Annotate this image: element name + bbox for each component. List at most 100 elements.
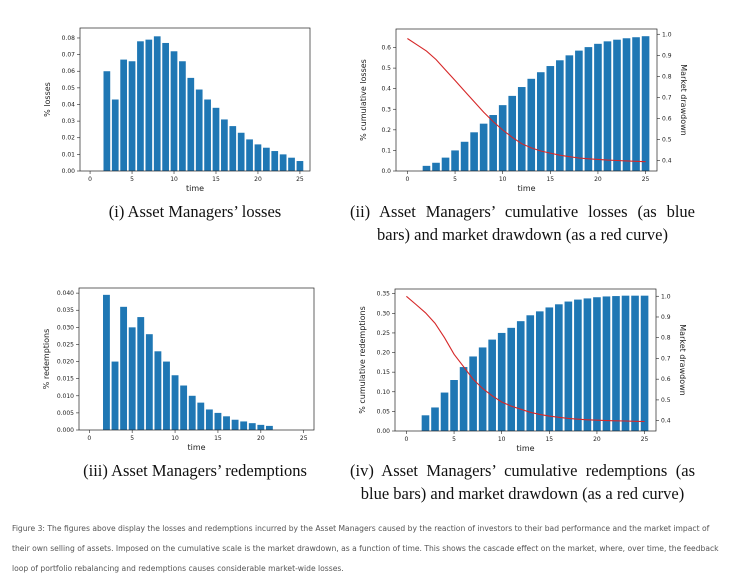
p4-bar — [421, 415, 430, 431]
p4-ytick-right-label: 0.5 — [661, 397, 671, 404]
p4-bar — [478, 347, 487, 431]
p2-bar — [451, 150, 459, 171]
p1-ytick-label: 0.01 — [62, 151, 76, 158]
p3-bar — [265, 425, 273, 430]
p2-ytick-label: 0.2 — [381, 127, 391, 134]
p4-bar — [555, 304, 563, 431]
p3-ylabel: % redemptions — [42, 329, 51, 390]
p4-bar — [459, 367, 468, 431]
p4-bar — [516, 321, 525, 431]
p3-bar — [180, 385, 188, 430]
p1-bar — [279, 154, 287, 171]
p2-bar — [594, 43, 602, 171]
p2-bar — [498, 105, 507, 171]
p2-ytick-label: 0.6 — [381, 45, 391, 52]
p1-ytick-label: 0.03 — [62, 118, 76, 125]
p2-ytick-label: 0.3 — [381, 106, 391, 113]
p4-drawdown-line — [406, 295, 645, 423]
p4-bar — [545, 307, 554, 431]
p3-bar — [171, 375, 179, 430]
p3-bar — [137, 317, 145, 430]
p4-xtick-label: 20 — [593, 436, 601, 443]
p4-bar — [621, 295, 630, 431]
p1-bar — [187, 77, 195, 171]
p4-ytick-right-label: 0.6 — [661, 376, 671, 383]
p4-bar — [583, 298, 592, 431]
p1-bar — [246, 139, 253, 171]
p2-xtick-label: 5 — [453, 176, 457, 183]
p3-xtick-label: 20 — [257, 435, 265, 442]
p2-ytick-label: 0.0 — [381, 168, 391, 175]
p3-ytick-label: 0.025 — [57, 341, 74, 348]
p4-ytick-label: 0.00 — [377, 428, 391, 435]
p4-ytick-label: 0.10 — [377, 389, 391, 396]
p2-bar — [575, 50, 583, 171]
p2-bar — [565, 55, 574, 172]
p4-ytick-label: 0.15 — [377, 369, 391, 376]
p1-xtick-label: 0 — [88, 176, 92, 183]
figure-caption: Figure 3: The figures above display the … — [12, 524, 719, 573]
caption-i: (i) Asset Managers’ losses — [108, 202, 282, 221]
p4-bar — [640, 295, 649, 431]
p2-xtick-label: 0 — [406, 176, 410, 183]
p3-bar — [154, 351, 162, 430]
p3-bar — [205, 409, 213, 430]
p2-bar — [422, 165, 431, 171]
p3-bar — [188, 395, 196, 430]
p4-bar — [612, 296, 620, 431]
p2-ylabel-right: Market drawdown — [679, 64, 688, 135]
p1-bar — [170, 51, 178, 171]
caption-iii: (iii) Asset Managers’ redemptions — [83, 461, 307, 480]
caption-iv: (iv) Asset Managers’ cumulative redempti… — [350, 461, 695, 503]
p3-bar — [223, 416, 230, 430]
p3-bar — [145, 334, 153, 430]
p1-bar — [111, 99, 119, 171]
p1-xtick-label: 20 — [254, 176, 262, 183]
p4-ytick-label: 0.05 — [377, 408, 391, 415]
p3-ytick-label: 0.040 — [57, 290, 74, 297]
p2-ytick-right-label: 0.5 — [662, 136, 672, 143]
p1-bar — [288, 157, 295, 171]
p1-bar — [204, 99, 211, 171]
p2-bar — [632, 37, 640, 171]
p4-bar — [488, 339, 496, 431]
p4-bar — [602, 296, 611, 431]
p3-bar — [163, 361, 170, 430]
p4-ytick-right-label: 0.4 — [661, 418, 671, 425]
p4-ytick-label: 0.30 — [377, 310, 391, 317]
p4-ytick-right-label: 0.7 — [661, 355, 671, 362]
p4-bar — [535, 311, 544, 431]
p3-xtick-label: 25 — [300, 435, 308, 442]
p3-bar — [128, 327, 136, 430]
p4-bar — [564, 301, 573, 431]
p1-bar — [221, 119, 228, 171]
p1-bar — [145, 39, 153, 172]
p2-ytick-right-label: 1.0 — [662, 31, 672, 38]
p1-bar — [162, 42, 169, 171]
p3-xtick-label: 5 — [130, 435, 134, 442]
p1-bar — [271, 151, 279, 171]
p1-bar — [254, 144, 262, 171]
p1-ytick-label: 0.00 — [62, 168, 76, 175]
p2-bar — [460, 141, 469, 171]
p4-ytick-label: 0.25 — [377, 330, 391, 337]
p1-ytick-label: 0.05 — [62, 85, 76, 92]
p1-bar — [153, 36, 161, 172]
p1-bar — [262, 147, 270, 171]
p2-bar — [641, 36, 650, 172]
p1-xlabel: time — [186, 184, 204, 193]
p1-ytick-label: 0.06 — [62, 68, 76, 75]
p2-bar — [556, 60, 564, 171]
p2-ytick-label: 0.5 — [381, 65, 391, 72]
p4-bar — [450, 380, 458, 431]
p3-bar — [197, 402, 205, 430]
p2-bar — [546, 66, 555, 171]
p4-ytick-right-label: 0.8 — [661, 335, 671, 342]
p3-frame — [78, 287, 315, 431]
p3-ytick-label: 0.020 — [57, 359, 74, 366]
p2-frame — [395, 28, 658, 172]
p1-bar — [212, 107, 220, 171]
p3-ytick-label: 0.005 — [57, 410, 74, 417]
p4-bar — [507, 327, 516, 431]
p1-xtick-label: 5 — [130, 176, 134, 183]
